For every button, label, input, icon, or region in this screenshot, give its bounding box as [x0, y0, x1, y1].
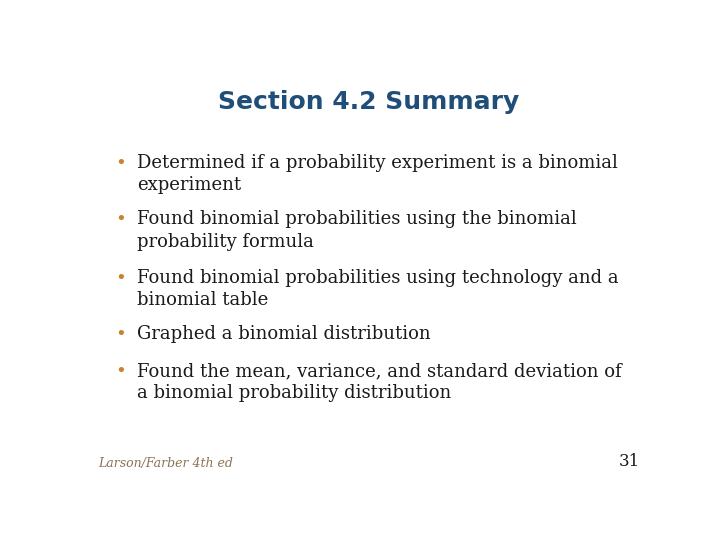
Text: Found binomial probabilities using technology and a
binomial table: Found binomial probabilities using techn…: [138, 268, 619, 309]
Text: Section 4.2 Summary: Section 4.2 Summary: [218, 90, 520, 114]
Text: Found binomial probabilities using the binomial
probability formula: Found binomial probabilities using the b…: [138, 210, 577, 251]
Text: •: •: [115, 154, 126, 172]
Text: Larson/Farber 4th ed: Larson/Farber 4th ed: [99, 457, 233, 470]
Text: •: •: [115, 325, 126, 343]
Text: Determined if a probability experiment is a binomial
experiment: Determined if a probability experiment i…: [138, 154, 618, 194]
Text: •: •: [115, 210, 126, 228]
Text: •: •: [115, 268, 126, 287]
Text: •: •: [115, 362, 126, 380]
Text: Found the mean, variance, and standard deviation of
a binomial probability distr: Found the mean, variance, and standard d…: [138, 362, 622, 402]
Text: Graphed a binomial distribution: Graphed a binomial distribution: [138, 325, 431, 343]
Text: 31: 31: [618, 453, 639, 470]
